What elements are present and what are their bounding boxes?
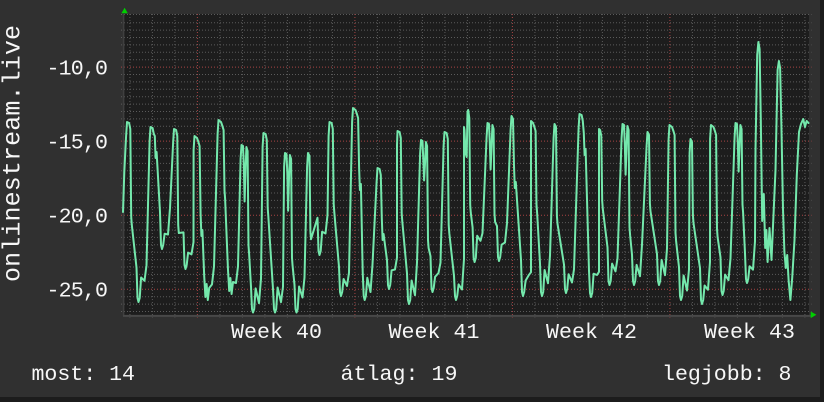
svg-text:-25,0: -25,0 — [47, 280, 109, 304]
svg-text:Week 40: Week 40 — [231, 321, 322, 345]
svg-text:Week 41: Week 41 — [389, 321, 480, 345]
svg-text:Week 42: Week 42 — [546, 321, 637, 345]
svg-text:-20,0: -20,0 — [47, 205, 109, 229]
svg-text:-15,0: -15,0 — [47, 131, 109, 155]
svg-text:legjobb: 8: legjobb: 8 — [662, 363, 792, 387]
svg-text:Week 43: Week 43 — [704, 321, 795, 345]
svg-text:átlag: 19: átlag: 19 — [341, 363, 458, 387]
svg-text:onlinestream.live: onlinestream.live — [0, 25, 28, 282]
svg-text:-10,0: -10,0 — [47, 57, 109, 81]
svg-text:most: 14: most: 14 — [32, 363, 136, 387]
